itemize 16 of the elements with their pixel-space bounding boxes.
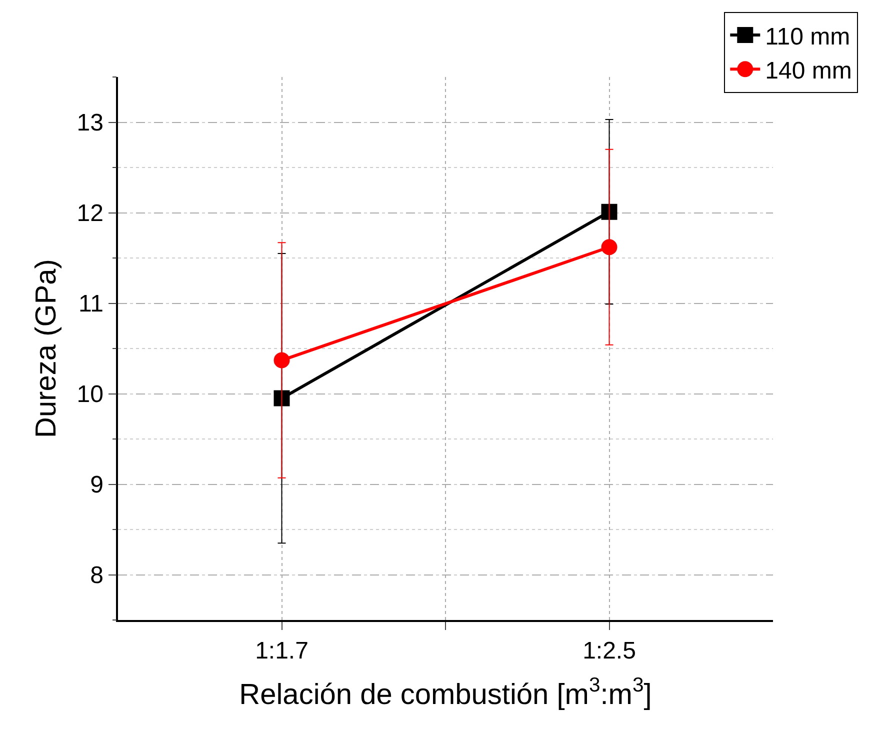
point — [601, 239, 618, 256]
y-tick-label: 8 — [90, 562, 104, 590]
y-tick-label: 10 — [76, 381, 104, 408]
point — [601, 204, 618, 220]
x-axis-title: Relación de combustión [m$^{3}$:m$^{3}$] — [239, 674, 652, 711]
legend-label: 140 mm — [765, 58, 852, 84]
legend-label: 110 mm — [765, 23, 850, 50]
y-tick-label: 12 — [76, 200, 104, 228]
y-tick-label: 13 — [76, 110, 104, 137]
point — [274, 352, 290, 368]
point — [274, 390, 290, 406]
x-tick-label: 1:2.5 — [582, 638, 636, 665]
y-tick-label: 11 — [78, 290, 104, 318]
x-tick-label: 1:1.7 — [255, 638, 308, 665]
y-axis-title: Dureza (GPa) — [30, 259, 63, 438]
y-tick-label: 9 — [90, 472, 104, 499]
